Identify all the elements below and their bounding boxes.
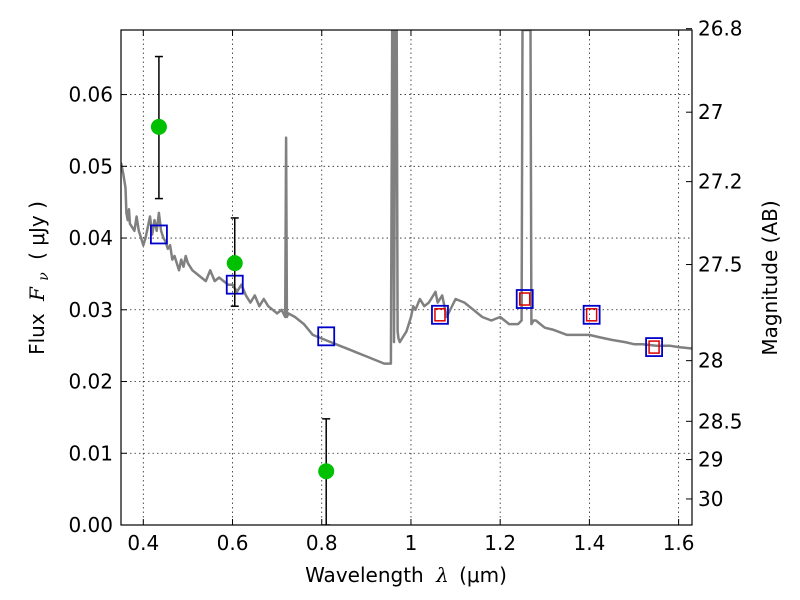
model-band-square <box>317 326 336 347</box>
observed-flux-point <box>150 118 167 135</box>
x-tick-label: 1 <box>405 531 418 555</box>
y-tick-label: 0.05 <box>68 154 113 178</box>
alt-model-square <box>518 292 531 306</box>
model-band-square <box>582 304 601 325</box>
y2-tick-label: 28.5 <box>698 409 743 433</box>
y2-tick-label: 27 <box>698 100 723 124</box>
alt-model-square <box>648 340 660 354</box>
plot-frame <box>120 29 693 526</box>
x-tick-label: 0.4 <box>127 531 159 555</box>
model-band-square <box>645 337 663 357</box>
x-tick-label: 0.6 <box>217 531 249 555</box>
y-tick-label: 0.01 <box>68 441 113 465</box>
y-tick-label: 0.04 <box>68 226 113 250</box>
alt-model-square <box>585 308 598 322</box>
y2-axis-title: Magnitude (AB) <box>758 200 782 355</box>
x-tick-label: 0.8 <box>306 531 338 555</box>
x-tick-label: 1.4 <box>573 531 605 555</box>
y2-tick-label: 30 <box>698 487 723 511</box>
y2-tick-label: 29 <box>698 448 723 472</box>
y-axis-title: Flux F ν ( μJy ) <box>25 201 53 355</box>
y2-tick-label: 28 <box>698 349 723 373</box>
observed-flux-point <box>226 255 243 272</box>
y-tick-label: 0.02 <box>68 370 113 394</box>
y-tick-label: 0.03 <box>68 298 113 322</box>
x-tick-label: 1.2 <box>484 531 516 555</box>
model-band-square <box>150 224 168 245</box>
y2-tick-label: 27.2 <box>698 170 743 194</box>
model-band-square <box>515 289 534 309</box>
x-tick-label: 1.6 <box>663 531 695 555</box>
model-band-square <box>431 304 449 325</box>
data-series <box>121 30 692 525</box>
y2-tick-label: 27.5 <box>698 253 743 277</box>
alt-model-square <box>434 308 446 322</box>
x-axis-title: Wavelength λ (μm) <box>305 563 507 587</box>
axes: 0.4 0.6 0.8 1 1.2 1.4 1.6 0.00 0.01 0.02 0.03 0.04 0… <box>68 17 742 555</box>
sed-model-line <box>121 30 692 365</box>
y-tick-label: 0.06 <box>68 83 113 107</box>
y2-tick-label: 26.8 <box>698 17 743 41</box>
observed-flux-point <box>318 463 335 480</box>
grid-lines <box>121 30 692 526</box>
y-tick-label: 0.00 <box>68 513 113 537</box>
